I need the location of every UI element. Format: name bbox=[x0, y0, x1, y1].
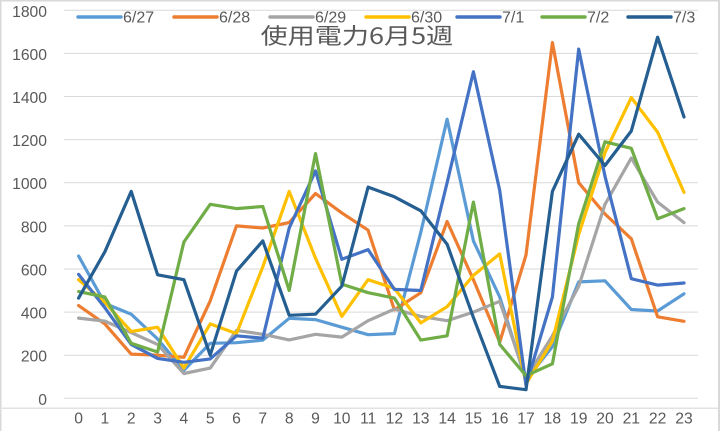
svg-text:6/30: 6/30 bbox=[411, 10, 442, 27]
svg-text:7: 7 bbox=[258, 411, 267, 428]
svg-text:6/29: 6/29 bbox=[315, 10, 346, 27]
svg-text:6/28: 6/28 bbox=[219, 10, 250, 27]
svg-text:19: 19 bbox=[570, 411, 587, 428]
svg-text:1400: 1400 bbox=[12, 90, 47, 107]
svg-text:5: 5 bbox=[206, 411, 215, 428]
svg-text:400: 400 bbox=[21, 306, 47, 323]
svg-text:22: 22 bbox=[649, 411, 666, 428]
svg-text:10: 10 bbox=[333, 411, 351, 428]
svg-text:18: 18 bbox=[544, 411, 562, 428]
svg-text:1200: 1200 bbox=[12, 133, 47, 150]
svg-text:1600: 1600 bbox=[12, 47, 47, 64]
svg-text:7/3: 7/3 bbox=[673, 10, 695, 27]
svg-text:1000: 1000 bbox=[12, 176, 47, 193]
svg-text:6: 6 bbox=[232, 411, 241, 428]
svg-text:4: 4 bbox=[180, 411, 189, 428]
svg-text:14: 14 bbox=[438, 411, 456, 428]
svg-text:8: 8 bbox=[285, 411, 294, 428]
svg-text:13: 13 bbox=[412, 411, 430, 428]
svg-text:1800: 1800 bbox=[12, 4, 47, 21]
svg-text:0: 0 bbox=[74, 411, 83, 428]
svg-text:9: 9 bbox=[311, 411, 320, 428]
svg-text:17: 17 bbox=[517, 411, 534, 428]
svg-text:800: 800 bbox=[21, 219, 47, 236]
svg-text:2: 2 bbox=[127, 411, 136, 428]
svg-text:3: 3 bbox=[153, 411, 162, 428]
svg-text:20: 20 bbox=[596, 411, 614, 428]
svg-text:12: 12 bbox=[386, 411, 403, 428]
svg-text:1: 1 bbox=[101, 411, 110, 428]
svg-text:16: 16 bbox=[491, 411, 509, 428]
svg-text:23: 23 bbox=[675, 411, 693, 428]
svg-text:7/2: 7/2 bbox=[587, 10, 609, 27]
svg-text:21: 21 bbox=[623, 411, 640, 428]
svg-text:0: 0 bbox=[38, 392, 47, 409]
svg-text:6/27: 6/27 bbox=[123, 10, 154, 27]
svg-text:15: 15 bbox=[465, 411, 483, 428]
svg-text:7/1: 7/1 bbox=[502, 10, 524, 27]
svg-text:11: 11 bbox=[360, 411, 376, 428]
svg-text:600: 600 bbox=[21, 263, 47, 280]
svg-text:200: 200 bbox=[21, 349, 47, 366]
